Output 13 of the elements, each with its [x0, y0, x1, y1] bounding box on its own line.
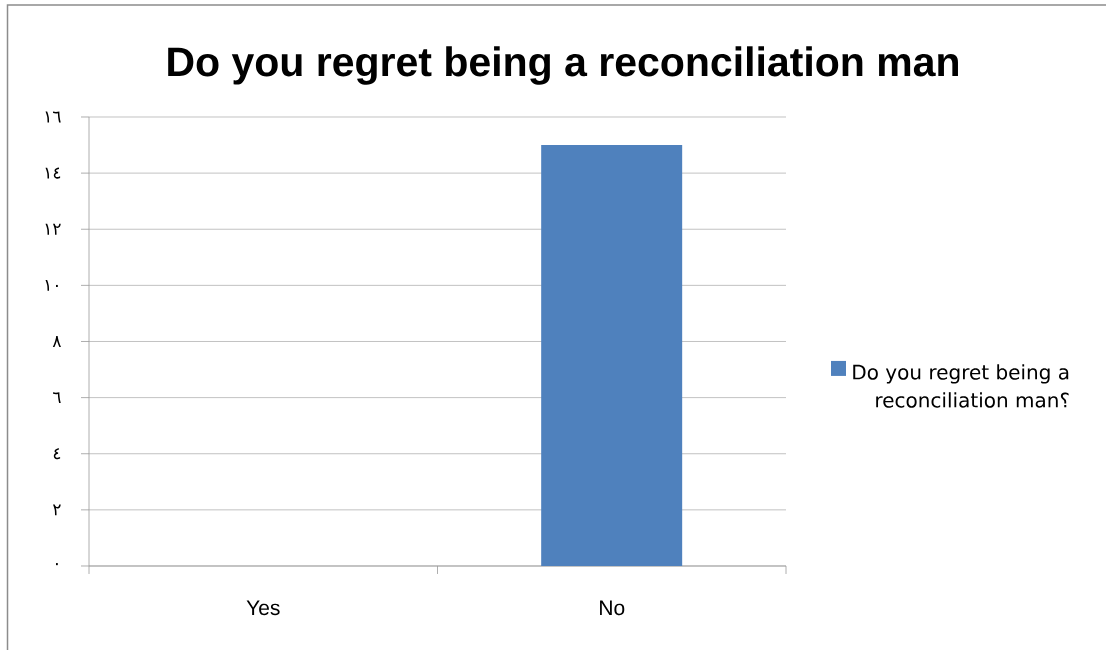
- x-tick-label: Yes: [246, 600, 280, 616]
- y-tick-label: ١٤: [45, 167, 61, 179]
- y-tick-label: ١٠: [45, 279, 58, 291]
- y-tick-label: ٤: [53, 448, 61, 460]
- y-tick-label: ٦: [53, 392, 61, 404]
- y-tick-label: ١٢: [45, 223, 61, 235]
- y-tick-label: ٠: [56, 563, 58, 566]
- chart-title: Do you regret being a reconciliation man: [168, 46, 958, 85]
- legend-label: Do you regret being a reconciliation man؟: [853, 364, 1069, 408]
- y-tick-label: ٢: [53, 504, 61, 516]
- x-tick-label: No: [600, 600, 625, 616]
- y-tick-label: ١٦: [45, 111, 61, 123]
- y-tick-label: ٨: [52, 336, 61, 347]
